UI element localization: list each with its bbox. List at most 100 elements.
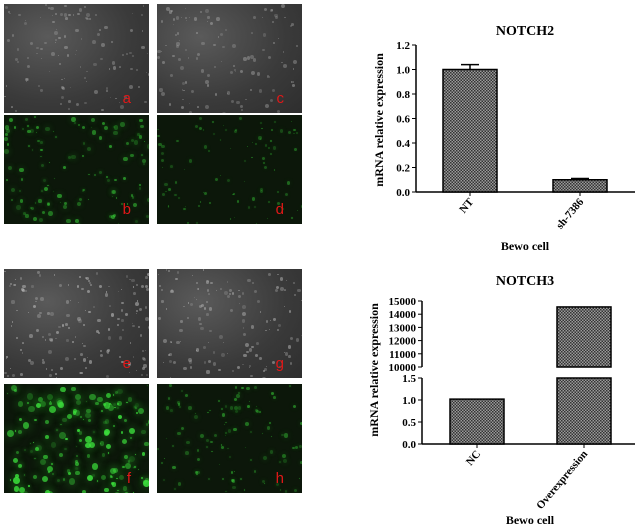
cell-spot bbox=[30, 207, 33, 210]
cell-spot bbox=[91, 473, 95, 477]
cell-spot bbox=[96, 329, 100, 333]
cell-spot bbox=[203, 361, 206, 364]
cell-spot bbox=[64, 447, 67, 451]
cell-spot bbox=[291, 217, 293, 219]
cell-spot bbox=[252, 16, 256, 20]
cell-spot bbox=[179, 405, 182, 408]
cell-spot bbox=[79, 353, 83, 356]
cell-spot bbox=[41, 336, 45, 339]
cell-spot bbox=[140, 284, 144, 288]
cell-spot bbox=[197, 317, 202, 321]
cell-spot bbox=[282, 51, 284, 53]
cell-spot bbox=[213, 43, 216, 46]
cell-spot bbox=[217, 368, 221, 372]
cell-spot bbox=[210, 440, 214, 444]
bar-NC bbox=[449, 398, 505, 445]
cell-spot bbox=[271, 361, 275, 365]
cell-spot bbox=[225, 29, 228, 32]
cell-spot bbox=[246, 386, 250, 391]
cell-spot bbox=[242, 327, 245, 329]
cell-spot bbox=[238, 295, 242, 299]
cell-spot bbox=[144, 441, 149, 446]
cell-spot bbox=[18, 417, 23, 422]
cell-spot bbox=[206, 300, 209, 303]
cell-spot bbox=[146, 197, 149, 202]
cell-spot bbox=[56, 330, 60, 334]
cell-spot bbox=[215, 289, 217, 291]
cell-spot bbox=[203, 307, 207, 311]
cell-spot bbox=[41, 190, 43, 192]
cell-spot bbox=[23, 474, 26, 476]
cell-spot bbox=[207, 359, 211, 364]
cell-spot bbox=[97, 319, 101, 323]
cell-spot bbox=[222, 341, 224, 343]
cell-spot bbox=[4, 149, 9, 154]
cell-spot bbox=[247, 278, 252, 283]
cell-spot bbox=[207, 149, 210, 152]
y-tick-label: 0.4 bbox=[396, 138, 410, 150]
bar-sh-7386 bbox=[552, 179, 608, 193]
cell-spot bbox=[175, 139, 179, 143]
y-tick-label: 10000 bbox=[389, 362, 417, 374]
cell-spot bbox=[129, 342, 132, 344]
cell-spot bbox=[223, 423, 225, 425]
cell-spot bbox=[209, 21, 214, 25]
cell-spot bbox=[113, 492, 121, 493]
cell-spot bbox=[238, 391, 241, 394]
cell-spot bbox=[243, 332, 247, 336]
cell-spot bbox=[229, 71, 233, 75]
cell-spot bbox=[196, 457, 201, 462]
cell-spot bbox=[254, 143, 257, 146]
cell-spot bbox=[232, 370, 234, 372]
cell-spot bbox=[183, 89, 185, 92]
cell-spot bbox=[135, 411, 139, 415]
cell-spot bbox=[272, 146, 276, 150]
cell-spot bbox=[131, 196, 134, 199]
cell-spot bbox=[289, 362, 293, 366]
cell-spot bbox=[233, 69, 236, 72]
cell-spot bbox=[273, 169, 276, 172]
cell-spot bbox=[120, 122, 125, 127]
cell-spot bbox=[135, 402, 140, 407]
cell-spot bbox=[201, 41, 205, 45]
cell-spot bbox=[208, 306, 213, 311]
cell-spot bbox=[117, 317, 120, 321]
cell-spot bbox=[144, 477, 149, 483]
cell-spot bbox=[120, 430, 124, 434]
cell-spot bbox=[242, 304, 247, 309]
cell-spot bbox=[233, 406, 238, 411]
cell-spot bbox=[261, 16, 263, 19]
cell-spot bbox=[13, 389, 17, 392]
cell-spot bbox=[128, 455, 135, 462]
cell-spot bbox=[87, 474, 94, 481]
cell-spot bbox=[142, 367, 146, 371]
cell-spot bbox=[142, 158, 147, 164]
cell-spot bbox=[272, 395, 276, 399]
cell-spot bbox=[11, 300, 15, 304]
cell-spot bbox=[287, 355, 291, 359]
cell-spot bbox=[145, 317, 149, 321]
cell-spot bbox=[68, 108, 70, 110]
cell-spot bbox=[81, 343, 83, 345]
cell-spot bbox=[134, 466, 136, 468]
y-tick-label: 12000 bbox=[389, 336, 417, 348]
cell-spot bbox=[161, 166, 164, 169]
cell-spot bbox=[121, 360, 124, 364]
cell-spot bbox=[92, 40, 97, 45]
cell-spot bbox=[231, 292, 235, 295]
cell-spot bbox=[294, 148, 297, 151]
cell-spot bbox=[74, 336, 76, 338]
cell-spot bbox=[197, 105, 199, 108]
cell-spot bbox=[199, 11, 203, 14]
cell-spot bbox=[249, 374, 253, 378]
cell-spot bbox=[7, 166, 12, 171]
cell-spot bbox=[45, 4, 48, 7]
cell-spot bbox=[245, 99, 247, 101]
cell-spot bbox=[31, 149, 33, 151]
cell-spot bbox=[62, 204, 67, 210]
cell-spot bbox=[258, 136, 262, 140]
cell-spot bbox=[138, 307, 142, 311]
cell-spot bbox=[140, 13, 144, 17]
cell-spot bbox=[172, 360, 176, 365]
cell-spot bbox=[93, 62, 97, 67]
